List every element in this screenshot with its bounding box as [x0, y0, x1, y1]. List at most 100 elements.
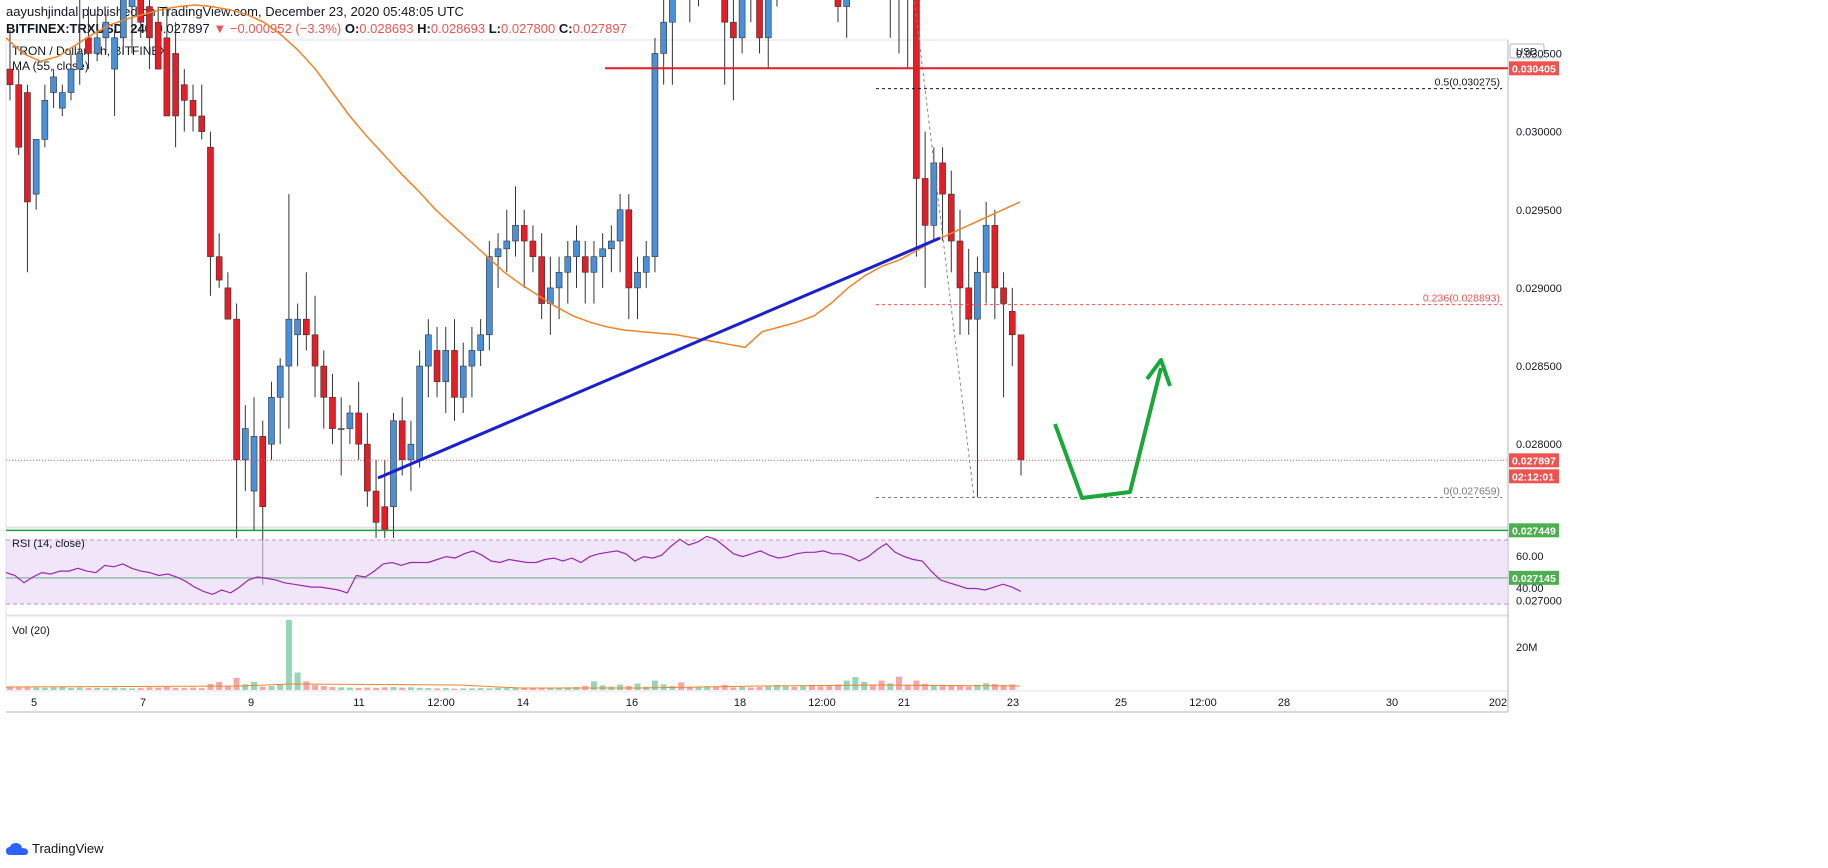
candle-body [520, 225, 528, 242]
currency-label: USD [1516, 47, 1537, 58]
candle-body [224, 287, 232, 320]
candle-body [590, 256, 598, 273]
candle-body [15, 84, 23, 148]
price-tag [1509, 469, 1559, 484]
candle [608, 225, 615, 273]
candle-body [921, 178, 929, 226]
volume-bar [1000, 685, 1007, 690]
candle-body [276, 365, 284, 398]
down-arrow-icon: ▼ [213, 21, 227, 36]
candle-body [512, 225, 519, 242]
y-tick-label: 0.027000 [1516, 596, 1562, 608]
fib-level-label: 0.236(0.028893) [1423, 293, 1500, 305]
volume-bar [965, 686, 972, 690]
volume-bar [251, 681, 258, 690]
volume-bar [224, 685, 231, 690]
candle-body [32, 139, 40, 195]
candle [294, 303, 301, 367]
candle-body [215, 256, 223, 281]
volume-bar [50, 687, 57, 690]
volume-bar [59, 687, 66, 690]
candle [120, 0, 127, 54]
candle-body [346, 412, 354, 429]
volume-bar [155, 687, 162, 690]
candle-body [67, 68, 75, 93]
y-tick-label: 0.028500 [1516, 361, 1562, 373]
candle [581, 241, 589, 304]
candle-body [730, 21, 737, 39]
volume-bar [939, 685, 946, 690]
candle [50, 69, 57, 109]
candle-body [189, 100, 197, 117]
volume-bar [320, 685, 327, 690]
candle [198, 84, 206, 140]
candle-body [398, 420, 406, 461]
price-tag-label: 0.027145 [1512, 573, 1556, 585]
volume-bar [826, 685, 833, 690]
volume-bar [948, 685, 955, 690]
candle-body [1017, 334, 1025, 461]
price-tag [1509, 453, 1559, 468]
close-label: C: [558, 21, 573, 36]
volume-bar [373, 687, 380, 690]
open-label: O: [344, 21, 360, 36]
volume-bar [146, 687, 153, 690]
volume-bar [529, 688, 536, 690]
volume-bar [817, 686, 824, 690]
price-change: −0.000952 (−3.3%) [229, 21, 342, 36]
volume-bar [364, 687, 371, 690]
candle-body [337, 428, 345, 430]
candle [311, 295, 319, 398]
candle [355, 381, 362, 460]
candle-body [834, 0, 842, 7]
candle-body [538, 256, 545, 304]
candle [320, 350, 328, 429]
candle [85, 6, 92, 70]
volume-bar [869, 684, 876, 690]
candle [128, 0, 136, 54]
x-tick-label: 12:00 [427, 697, 455, 709]
volume-label: Vol (20) [12, 625, 50, 637]
volume-bar [285, 620, 292, 690]
volume-bar [590, 681, 597, 690]
candle-body [58, 92, 66, 109]
candle-body [329, 397, 336, 429]
tradingview-logo[interactable]: TradingView [6, 841, 104, 856]
candle-body [555, 271, 563, 289]
volume-bar [329, 687, 336, 690]
candle [538, 233, 545, 320]
x-tick-label: 28 [1278, 697, 1290, 709]
candle [442, 326, 450, 413]
candle [564, 241, 572, 304]
candle [337, 397, 345, 476]
candle [93, 14, 101, 62]
candle [956, 209, 964, 335]
volume-bar [24, 687, 31, 690]
candle [268, 381, 275, 460]
volume-tick: 20M [1516, 642, 1537, 654]
rsi-tick: 40.00 [1516, 583, 1544, 595]
volume-bar [468, 688, 475, 690]
volume-bar [303, 681, 310, 690]
volume-bar [85, 688, 92, 690]
candle-body [913, 0, 920, 179]
volume-bar [268, 685, 275, 690]
high-value: 0.028693 [430, 21, 486, 36]
candle [843, 0, 850, 38]
candle-body [303, 318, 310, 336]
candle [750, 0, 752, 23]
volume-bar [1009, 684, 1016, 690]
volume-bar [538, 688, 545, 690]
candle-body [608, 240, 615, 250]
candle [651, 37, 659, 273]
y-tick-label: 0.029000 [1516, 283, 1562, 295]
candle [738, 0, 746, 54]
candle-body [85, 37, 92, 54]
candle [425, 319, 432, 398]
x-tick-label: 23 [1007, 697, 1019, 709]
candle-body [207, 146, 214, 257]
candle [529, 225, 537, 273]
candle-body [390, 420, 397, 508]
candle [102, 14, 110, 54]
